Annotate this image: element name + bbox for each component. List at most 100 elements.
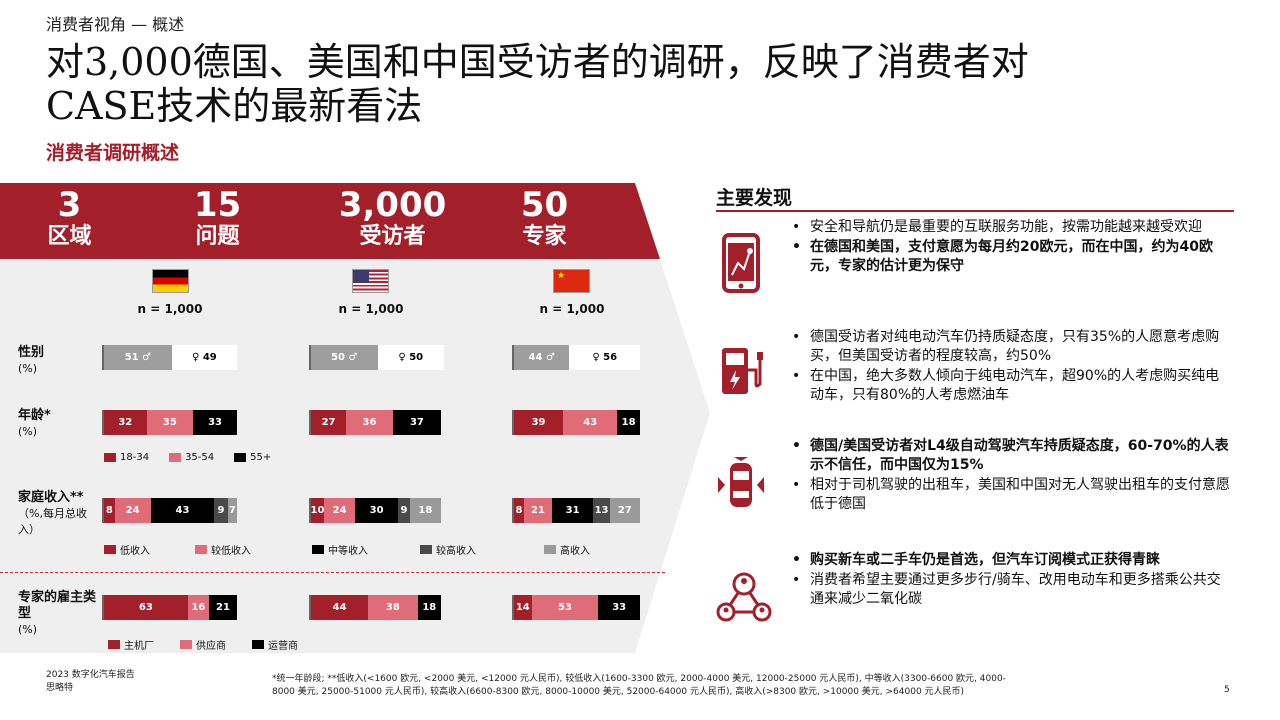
stat-number: 3 (57, 185, 82, 225)
finding-bullet: 消费者希望主要通过更多步行/骑车、改用电动车和更多搭乘公共交通来减少二氧化碳 (790, 571, 1230, 609)
smartphone-navigation-icon (722, 233, 760, 293)
china-flag-icon: ★ (553, 269, 590, 293)
male-icon: ♂ (142, 352, 152, 363)
income-segment: 18 (409, 498, 441, 523)
gender-male-segment: 44 ♂ (514, 345, 570, 370)
expert-segment: 14 (514, 595, 532, 620)
gender-male-segment: 50 ♂ (311, 345, 378, 370)
findings-group-3: 德国/美国受访者对L4级自动驾驶汽车持质疑态度，60-70%的人表示不信任，而中… (790, 437, 1230, 515)
age-segment: 35 (146, 410, 194, 435)
age-segment: 33 (193, 410, 237, 435)
income-segment: 27 (609, 498, 640, 523)
findings-group-2: 德国受访者对纯电动汽车仍持质疑态度，只有35%的人愿意考虑购买，但美国受访者的程… (790, 328, 1230, 406)
footnote: *统一年龄段; **低收入(<1600 欧元, <2000 美元, <12000… (272, 674, 1006, 697)
female-icon: ♀ (592, 352, 600, 363)
legend-swatch (169, 453, 182, 462)
stat-label: 问题 (195, 224, 240, 249)
legend-swatch (104, 453, 116, 462)
income-segment: 13 (593, 498, 610, 523)
stat-experts: 50 专家 (497, 188, 592, 248)
age-bar-usa: 27 36 37 (309, 410, 441, 435)
autonomous-car-icon (718, 457, 764, 507)
footer-report: 2023 数字化汽车报告 (46, 670, 135, 680)
finding-bullet: 购买新车或二手车仍是首选，但汽车订阅模式正获得青睐 (790, 551, 1230, 570)
findings-rule (716, 210, 1234, 212)
findings-group-1: 安全和导航仍是最重要的互联服务功能，按需功能越来越受欢迎 在德国和美国，支付意愿… (790, 218, 1230, 277)
findings-group-4: 购买新车或二手车仍是首选，但汽车订阅模式正获得青睐 消费者希望主要通过更多步行/… (790, 551, 1230, 610)
expert-bar-usa: 44 38 18 (309, 595, 441, 620)
income-segment: 21 (524, 498, 552, 523)
title-line-1: 对3,000德国、美国和中国受访者的调研，反映了消费者对 (46, 40, 1029, 84)
male-icon: ♂ (545, 352, 555, 363)
age-segment: 27 (311, 410, 347, 435)
section-label: 消费者视角 — 概述 (46, 15, 185, 34)
finding-bullet: 安全和导航仍是最重要的互联服务功能，按需功能越来越受欢迎 (790, 218, 1230, 237)
expert-segment: 21 (209, 595, 237, 620)
income-segment: 24 (324, 498, 356, 523)
footer-company: 思略特 (46, 683, 74, 693)
income-legend-lower: 较低收入 (195, 542, 251, 557)
legend-swatch (544, 545, 556, 554)
age-legend: 18-34 35-54 55+ (104, 452, 271, 463)
gender-bar-usa: 50 ♂ ♀ 50 (309, 345, 444, 370)
gender-female-segment: ♀ 49 (171, 345, 237, 370)
page-number: 5 (1224, 685, 1230, 695)
age-segment: 36 (346, 410, 393, 435)
title-line-2: CASE技术的最新看法 (46, 84, 423, 128)
expert-segment: 38 (368, 595, 418, 620)
age-segment: 39 (514, 410, 564, 435)
finding-bullet: 在德国和美国，支付意愿为每月约20欧元，而在中国，约为40欧元，专家的估计更为保… (790, 238, 1230, 276)
stat-number: 50 (520, 185, 569, 225)
findings-title: 主要发现 (716, 187, 793, 209)
income-segment: 9 (398, 498, 410, 523)
income-legend-low: 低收入 (104, 542, 150, 557)
stat-number: 3,000 (338, 185, 447, 225)
gender-female-segment: ♀ 56 (569, 345, 640, 370)
ev-charger-icon (722, 348, 763, 394)
expert-segment: 63 (104, 595, 188, 620)
income-legend-middle: 中等收入 (312, 542, 368, 557)
gender-bar-germany: 51 ♂ ♀ 49 (102, 345, 237, 370)
age-segment: 43 (563, 410, 618, 435)
page-title: 对3,000德国、美国和中国受访者的调研，反映了消费者对 CASE技术的最新看法 (46, 40, 1206, 128)
page-subtitle: 消费者调研概述 (46, 142, 180, 164)
female-icon: ♀ (192, 352, 200, 363)
footer-left: 2023 数字化汽车报告 思略特 (46, 669, 135, 695)
legend-swatch (180, 640, 192, 649)
income-segment: 30 (355, 498, 399, 523)
finding-bullet: 在中国，绝大多数人倾向于纯电动汽车，超90%的人考虑购买纯电动车，只有80%的人… (790, 367, 1230, 405)
gender-bar-china: 44 ♂ ♀ 56 (512, 345, 640, 370)
row-label-gender: 性别 (%) (18, 345, 45, 375)
income-segment: 8 (104, 498, 115, 523)
expert-segment: 18 (417, 595, 441, 620)
expert-segment: 44 (311, 595, 369, 620)
sample-size-germany: n = 1,000 (137, 302, 203, 316)
male-icon: ♂ (348, 352, 358, 363)
income-legend-high: 高收入 (544, 542, 590, 557)
income-segment: 43 (150, 498, 215, 523)
age-segment: 18 (617, 410, 640, 435)
stat-label: 专家 (522, 224, 567, 249)
stat-label: 区域 (47, 224, 92, 249)
stat-regions: 3 区域 (22, 188, 117, 248)
expert-segment: 33 (598, 595, 640, 620)
income-segment: 24 (114, 498, 151, 523)
income-segment: 8 (514, 498, 525, 523)
row-label-age: 年龄* (%) (18, 408, 51, 438)
female-icon: ♀ (398, 352, 406, 363)
legend-swatch (420, 545, 432, 554)
age-segment: 37 (392, 410, 441, 435)
shared-mobility-icon (716, 572, 772, 622)
expert-segment: 53 (531, 595, 599, 620)
expert-bar-china: 14 53 33 (512, 595, 640, 620)
age-bar-germany: 32 35 33 (102, 410, 237, 435)
germany-flag-icon (152, 269, 189, 293)
age-bar-china: 39 43 18 (512, 410, 640, 435)
gender-female-segment: ♀ 50 (377, 345, 444, 370)
income-bar-china: 8 21 31 13 27 (512, 498, 640, 523)
income-bar-germany: 8 24 43 9 7 (102, 498, 237, 523)
gender-male-segment: 51 ♂ (104, 345, 172, 370)
finding-bullet: 相对于司机驾驶的出租车，美国和中国对无人驾驶出租车的支付意愿低于德国 (790, 476, 1230, 514)
sample-size-china: n = 1,000 (539, 302, 605, 316)
row-label-income: 家庭收入** （%,每月总收入） (18, 490, 87, 536)
